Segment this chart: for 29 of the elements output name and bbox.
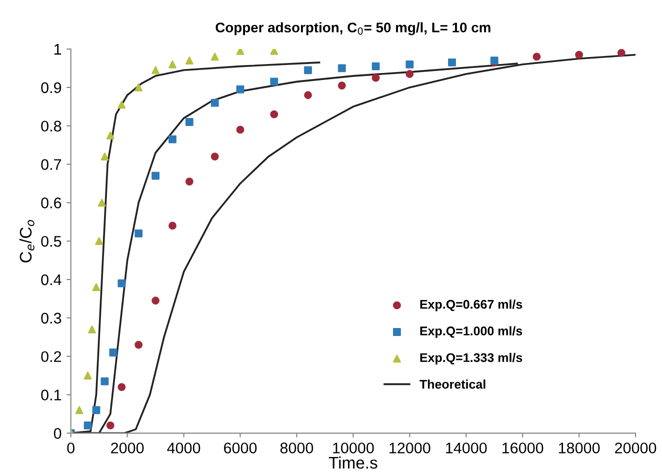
- x-tick-label: 6000: [224, 442, 257, 454]
- legend-label: Theoretical: [420, 380, 486, 389]
- x-tick-label: 2000: [111, 442, 144, 454]
- y-tick-label: 0.8: [41, 120, 62, 132]
- x-axis-title: Time.s: [328, 456, 378, 469]
- legend-label: Exp.Q=0.667 ml/s: [420, 300, 522, 312]
- y-tick-label: 0: [54, 428, 62, 439]
- y-tick-label: 0.5: [41, 236, 62, 247]
- y-tick-label: 0.3: [41, 312, 62, 324]
- x-tick-label: 20000: [615, 442, 656, 454]
- x-tick-label: 12000: [390, 442, 430, 454]
- x-tick-label: 10000: [333, 442, 374, 454]
- y-tick-label: 0.2: [41, 351, 62, 362]
- legend-label: Exp.Q=1.000 ml/s: [420, 326, 522, 338]
- y-tick-label: 0.9: [41, 82, 62, 94]
- y-tick-label: 0.1: [41, 390, 62, 400]
- chart-title: Copper adsorption, C$_{0}$= 50 mg/l, L= 10 cm: [216, 22, 490, 36]
- x-tick-label: 18000: [558, 442, 600, 454]
- y-tick-label: 0.7: [41, 159, 62, 170]
- x-tick-label: 0: [67, 442, 74, 454]
- x-tick-label: 16000: [502, 442, 544, 454]
- y-axis-title: C$_{e}$/C$_{o}$: [19, 220, 34, 262]
- y-tick-label: 1: [54, 44, 62, 55]
- x-tick-label: 14000: [446, 442, 487, 454]
- legend-label: Exp.Q=1.333 ml/s: [420, 352, 522, 365]
- y-tick-label: 0.4: [41, 274, 62, 286]
- y-tick-label: 0.6: [41, 198, 62, 208]
- x-tick-label: 4000: [167, 442, 200, 454]
- x-tick-label: 8000: [280, 442, 314, 454]
